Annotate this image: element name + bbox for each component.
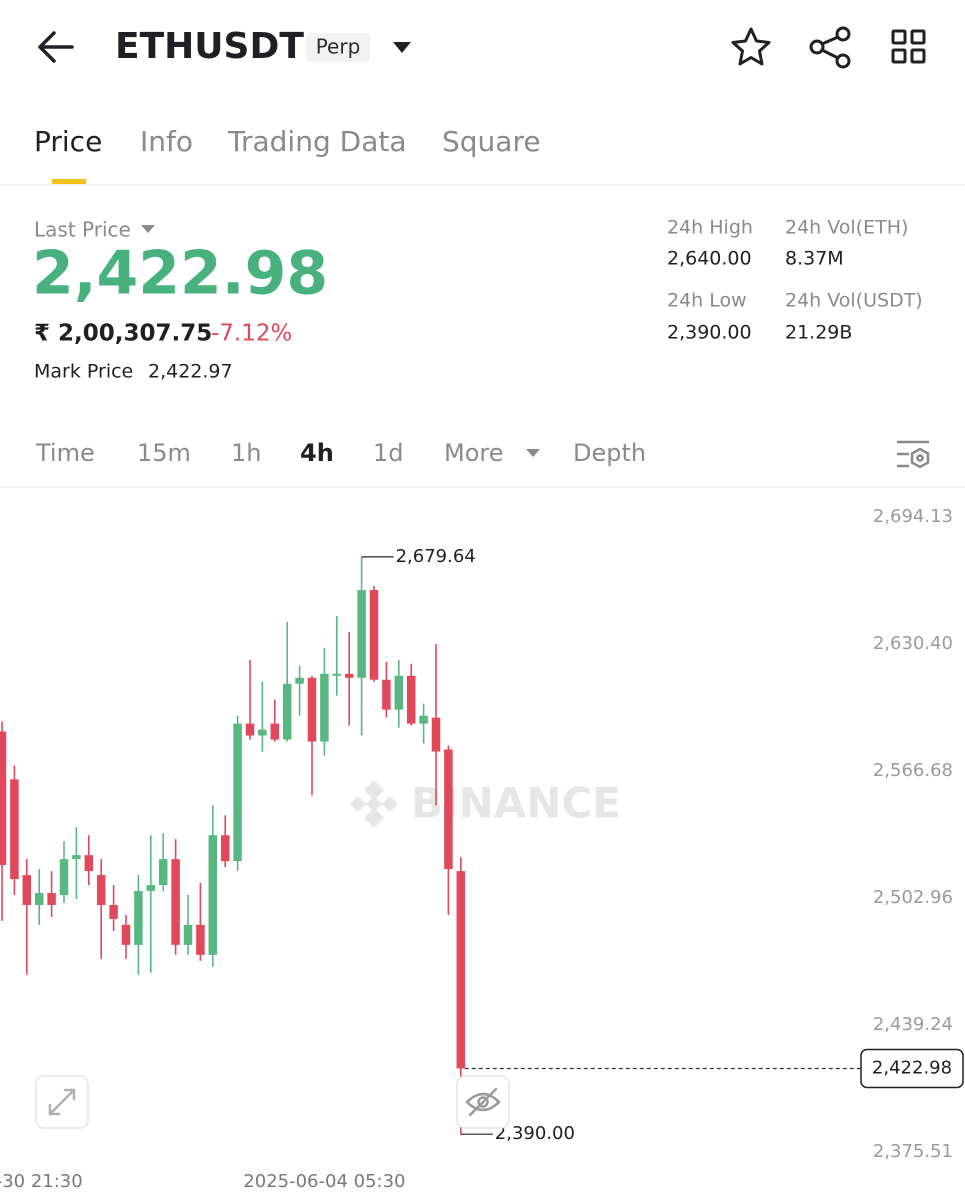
last-price-tag [860,1048,964,1089]
candle-body [456,871,466,1069]
tab[interactable]: Square [442,125,541,158]
candle-body [406,675,416,724]
price-change: -7.12% [211,321,292,347]
menu-icon[interactable] [891,29,926,64]
interval[interactable]: 4h [300,439,334,467]
mark-price-label: Mark Price [34,361,133,383]
candle-body [419,715,428,724]
tab[interactable]: Price [34,125,102,158]
candle-body [394,675,404,710]
symbol-dropdown[interactable] [393,42,411,53]
y-tick-label: 2,694.13 [873,506,953,527]
stat-value: 2,640.00 [667,248,752,270]
candle-body [134,891,143,945]
tab[interactable]: Info [140,125,193,158]
badge-bg [306,33,370,62]
stat-label: 24h High [667,217,753,239]
candle-body [22,875,32,905]
more-dropdown[interactable] [526,449,540,457]
candle-body [72,855,81,860]
low-annotation: 2,390.00 [495,1123,575,1144]
inr-price: ₹ 2,00,307.75 [34,321,212,347]
back-button[interactable] [38,31,74,63]
stat-value: 8.37M [785,248,844,270]
candle-body [369,590,379,680]
interval[interactable]: More [444,439,504,467]
watermark-logo [350,780,398,828]
candle-body [245,723,255,736]
candle-body [344,673,354,678]
y-tick-label: 2,439.24 [873,1014,953,1035]
candle-body [220,835,230,862]
candle-body [183,924,193,945]
high-annotation: 2,679.64 [396,546,476,567]
mark-price: 2,422.97 [148,361,233,383]
interval[interactable]: 1h [231,439,261,467]
tab[interactable]: Trading Data [227,125,407,158]
y-tick-label: 2,630.40 [873,633,953,654]
candle-body [332,673,342,676]
candle-body [233,723,242,862]
expand-button[interactable] [35,1075,89,1129]
watermark: BINANCE [411,779,621,828]
tab-indicator [52,179,86,184]
last-price: 2,422.98 [32,239,328,309]
candle-body [121,924,131,945]
stat-value: 2,390.00 [667,322,752,344]
x-tick-label: 2025-06-04 05:30 [243,1171,405,1192]
symbol[interactable]: ETHUSDT [115,26,304,67]
y-tick-label: 2,375.51 [873,1141,953,1162]
candle-body [431,717,441,752]
candle-body [270,723,280,740]
candle-body [382,679,391,710]
candle-body [258,729,267,736]
candle-body [158,859,168,886]
interval[interactable]: 15m [137,439,191,467]
candle-body [96,875,106,905]
x-tick-label: -30 21:30 [0,1171,83,1192]
stat-value: 21.29B [785,322,852,344]
share-icon[interactable] [809,26,851,69]
candle-body [171,859,180,945]
candle-body [0,731,7,866]
stat-label: 24h Vol(ETH) [785,217,908,239]
interval[interactable]: 1d [373,439,404,467]
badge: Perp [316,35,361,59]
y-tick-label: 2,566.68 [873,760,953,781]
last-price-dropdown[interactable] [141,225,155,233]
candle-body [47,893,56,905]
candle-body [208,835,218,955]
candle-body [282,683,292,740]
interval[interactable]: Depth [573,439,646,467]
last-price-tag-label: 2,422.98 [872,1057,952,1078]
y-tick-label: 2,502.96 [873,887,953,908]
candle-body [10,779,19,880]
hide-button[interactable] [456,1075,510,1129]
stat-label: 24h Low [667,290,747,312]
candle-body [307,677,317,742]
candle-body [146,885,156,892]
candle-body [59,859,69,896]
candle-body [84,855,94,872]
candle-body [109,904,118,919]
candle-body [320,673,329,742]
last-price-label[interactable]: Last Price [34,218,131,242]
candlestick-chart: 2,694.13 2,630.40 2,566.68 2,502.96 2,439.24… [0,506,964,1192]
candle-body [34,893,44,905]
candle-body [196,924,205,955]
interval[interactable]: Time [35,439,95,467]
candle-body [444,749,453,870]
favorite-icon[interactable] [731,27,771,66]
candle-body [357,590,366,678]
candle-body [295,677,304,684]
stat-label: 24h Vol(USDT) [785,290,923,312]
chart-settings-icon[interactable] [897,440,930,469]
